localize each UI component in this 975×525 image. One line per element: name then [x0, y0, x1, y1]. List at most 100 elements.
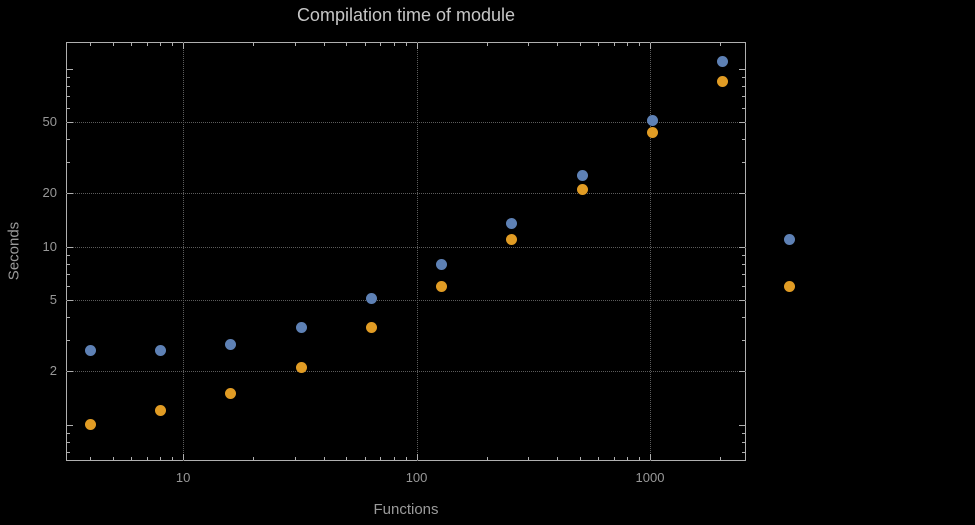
x-tick-mark — [172, 457, 174, 460]
y-tick-mark — [67, 96, 70, 98]
x-tick-mark — [253, 43, 255, 46]
y-tick-mark — [67, 76, 70, 78]
data-point — [576, 170, 588, 182]
y-tick-mark — [67, 122, 73, 124]
y-tick-mark — [742, 263, 745, 265]
y-tick-label: 10 — [42, 238, 57, 254]
x-tick-mark — [160, 457, 162, 460]
y-tick-mark — [739, 122, 745, 124]
x-tick-mark — [598, 43, 600, 46]
x-tick-mark — [172, 43, 174, 46]
x-tick-mark — [346, 43, 348, 46]
legend-marker-orange — [784, 281, 795, 292]
x-tick-mark — [598, 457, 600, 460]
y-tick-mark — [67, 339, 70, 341]
y-tick-mark — [742, 108, 745, 110]
x-tick-mark — [183, 454, 185, 460]
y-tick-mark — [742, 161, 745, 163]
y-tick-mark — [739, 192, 745, 194]
y-tick-mark — [67, 263, 70, 265]
data-point — [436, 259, 448, 271]
x-tick-label: 100 — [405, 470, 428, 485]
y-tick-mark — [67, 441, 70, 443]
x-tick-mark — [557, 43, 559, 46]
x-tick-mark — [112, 43, 114, 46]
chart-title: Compilation time of module — [296, 5, 516, 25]
x-tick-mark — [380, 457, 382, 460]
x-tick-mark — [720, 457, 722, 460]
y-tick-label: 50 — [42, 114, 57, 130]
y-tick-mark — [742, 286, 745, 288]
x-tick-mark — [253, 457, 255, 460]
y-tick-mark — [67, 161, 70, 163]
x-tick-mark — [639, 43, 641, 46]
x-tick-mark — [364, 457, 366, 460]
data-point — [84, 345, 96, 357]
y-tick-mark — [742, 441, 745, 443]
y-tick-mark — [739, 68, 745, 70]
x-tick-mark — [160, 43, 162, 46]
x-tick-mark — [90, 43, 92, 46]
data-point — [646, 115, 658, 127]
y-tick-mark — [739, 424, 745, 426]
x-tick-mark — [294, 457, 296, 460]
x-tick-label: 10 — [175, 470, 191, 485]
x-tick-mark — [380, 43, 382, 46]
data-point — [576, 183, 588, 195]
x-tick-mark — [183, 43, 185, 49]
data-point — [506, 217, 518, 229]
x-tick-mark — [364, 43, 366, 46]
vertical-gridline — [416, 42, 418, 461]
x-tick-mark — [416, 454, 418, 460]
y-tick-mark — [67, 274, 70, 276]
x-tick-mark — [613, 43, 615, 46]
y-tick-mark — [742, 139, 745, 141]
x-tick-mark — [557, 457, 559, 460]
data-point — [717, 55, 729, 67]
x-tick-mark — [639, 457, 641, 460]
horizontal-gridline — [66, 246, 746, 248]
horizontal-gridline — [66, 122, 746, 124]
x-tick-mark — [527, 43, 529, 46]
x-tick-mark — [131, 43, 133, 46]
y-tick-mark — [742, 317, 745, 319]
data-point — [436, 280, 448, 292]
data-point — [225, 387, 237, 399]
data-point — [154, 404, 166, 416]
data-point — [646, 126, 658, 138]
x-tick-mark — [146, 457, 148, 460]
x-tick-mark — [405, 43, 407, 46]
y-tick-mark — [742, 85, 745, 87]
x-tick-mark — [527, 457, 529, 460]
x-tick-mark — [323, 43, 325, 46]
x-axis-label: Functions — [373, 501, 439, 518]
legend-marker-blue — [784, 234, 795, 245]
x-tick-mark — [579, 43, 581, 46]
y-tick-mark — [67, 192, 73, 194]
y-tick-mark — [742, 339, 745, 341]
y-tick-mark — [67, 85, 70, 87]
y-tick-mark — [742, 432, 745, 434]
y-tick-mark — [739, 246, 745, 248]
data-point — [506, 233, 518, 245]
x-tick-mark — [112, 457, 114, 460]
x-tick-mark — [627, 43, 629, 46]
data-point — [365, 322, 377, 334]
data-point — [84, 419, 96, 431]
vertical-gridline — [650, 42, 652, 461]
x-tick-mark — [486, 457, 488, 460]
x-tick-mark — [613, 457, 615, 460]
y-tick-mark — [67, 286, 70, 288]
data-point — [295, 361, 307, 373]
x-tick-mark — [294, 43, 296, 46]
data-point — [225, 339, 237, 351]
x-tick-mark — [405, 457, 407, 460]
x-tick-mark — [393, 457, 395, 460]
vertical-gridline — [183, 42, 185, 461]
y-tick-mark — [67, 424, 73, 426]
x-tick-mark — [627, 457, 629, 460]
y-tick-mark — [67, 452, 70, 454]
x-tick-mark — [579, 457, 581, 460]
